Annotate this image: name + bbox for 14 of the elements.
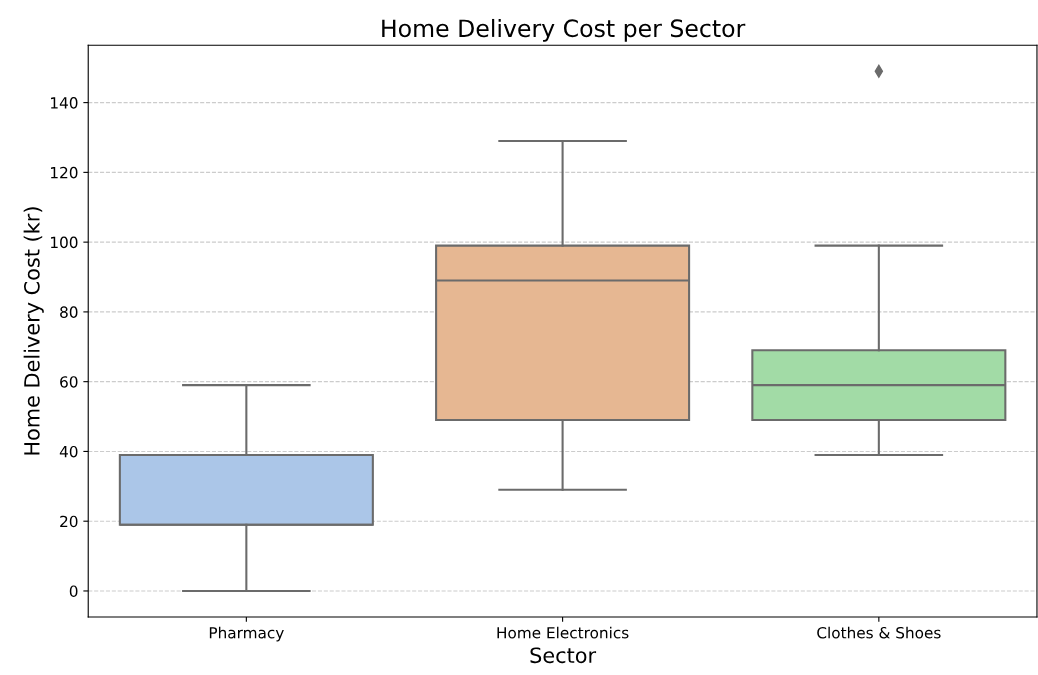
x-tick-label: Pharmacy [209, 626, 284, 642]
y-tick-label: 140 [51, 97, 78, 109]
y-tick-label: 0 [69, 585, 78, 597]
x-axis-title: Sector [530, 647, 597, 664]
y-tick-label: 100 [51, 236, 78, 249]
y-axis-title: Home Delivery Cost (kr) [23, 207, 44, 455]
chart-title: Home Delivery Cost per Sector [382, 18, 746, 42]
x-tick-label: Home Electronics [497, 626, 629, 639]
y-tick-label: 120 [51, 166, 78, 179]
y-tick-label: 60 [60, 376, 78, 388]
y-tick-label: 40 [59, 445, 78, 458]
y-tick-label: 20 [60, 515, 78, 528]
x-tick-label: Clothes & Shoes [817, 626, 941, 639]
y-tick-label: 80 [60, 306, 78, 318]
